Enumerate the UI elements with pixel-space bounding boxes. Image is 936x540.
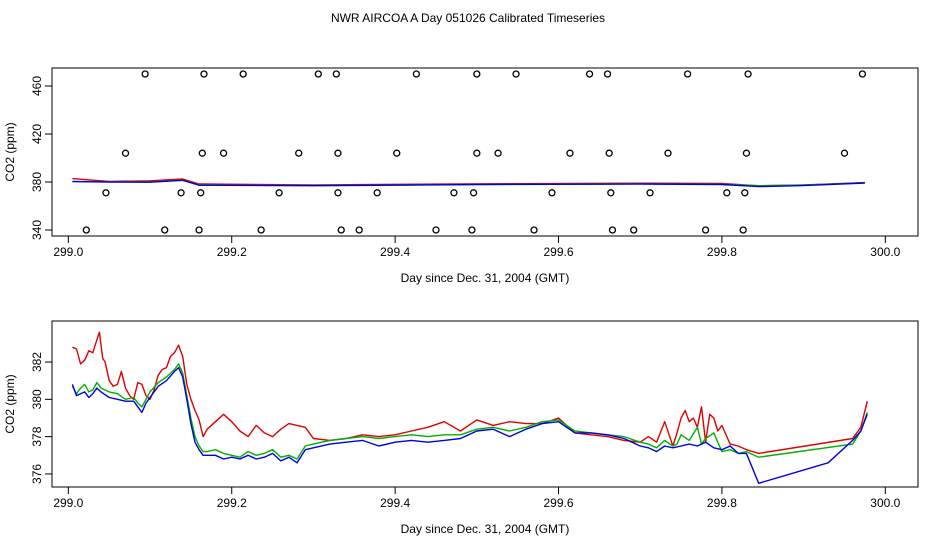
top-y-axis: 340 380 420 460	[30, 76, 52, 240]
chart-title: NWR AIRCOA A Day 051026 Calibrated Times…	[331, 11, 605, 25]
top-marker-point	[161, 226, 169, 234]
top-marker-point	[646, 189, 654, 197]
top-marker-point	[739, 226, 747, 234]
bottom-y-tick-label: 382	[30, 352, 44, 372]
top-marker-point	[566, 149, 574, 157]
top-marker-point	[295, 149, 303, 157]
bottom-y-tick-label: 380	[30, 389, 44, 409]
top-y-axis-label: CO2 (ppm)	[3, 122, 17, 181]
top-marker-point	[469, 189, 478, 197]
top-marker-point	[858, 70, 867, 78]
top-marker-point	[373, 189, 381, 197]
top-marker-point	[332, 70, 340, 78]
top-marker-point	[468, 226, 476, 234]
bottom-y-tick-label: 378	[30, 426, 44, 446]
top-marker-point	[741, 189, 749, 197]
top-marker-point	[82, 226, 90, 234]
bottom-y-tick-label: 376	[30, 464, 44, 484]
top-marker-point	[432, 226, 440, 234]
bottom-plot-frame	[51, 320, 919, 488]
bottom-x-tick-label: 300.0	[870, 496, 900, 510]
top-y-tick-label: 380	[30, 172, 44, 192]
top-marker-point	[393, 149, 401, 157]
top-marker-point	[314, 70, 322, 78]
top-marker-point	[275, 189, 283, 197]
bottom-series-group	[71, 331, 868, 484]
bottom-series-blue	[71, 366, 868, 484]
bottom-panel: 299.0 299.2 299.4 299.6 299.8 300.0 376 378 380…	[3, 320, 919, 536]
top-x-tick-label: 299.0	[53, 245, 83, 259]
top-y-tick-label: 340	[30, 220, 44, 240]
bottom-series-green	[71, 363, 868, 460]
top-x-tick-label: 299.4	[380, 245, 410, 259]
bottom-x-tick-label: 299.6	[544, 496, 574, 510]
top-y-tick-label: 420	[30, 124, 44, 144]
top-marker-point	[630, 226, 638, 234]
top-marker-point	[257, 226, 265, 234]
top-x-axis: 299.0 299.2 299.4 299.6 299.8 300.0	[53, 236, 901, 259]
top-marker-point	[473, 70, 481, 78]
top-marker-point	[840, 149, 849, 157]
top-marker-point	[337, 226, 345, 234]
top-marker-point	[200, 70, 208, 78]
bottom-x-tick-label: 299.0	[53, 496, 83, 510]
top-x-tick-label: 299.8	[707, 245, 737, 259]
top-marker-point	[412, 70, 421, 78]
top-marker-point	[355, 226, 363, 234]
top-marker-point	[608, 226, 617, 234]
top-marker-point	[121, 149, 130, 157]
top-marker-point	[548, 189, 556, 197]
top-marker-point	[512, 70, 520, 78]
top-marker-point	[198, 149, 206, 157]
top-plot-frame	[51, 67, 919, 237]
top-marker-point	[219, 149, 228, 157]
bottom-x-tick-label: 299.4	[380, 496, 410, 510]
top-marker-point	[195, 226, 203, 234]
top-x-tick-label: 299.6	[544, 245, 574, 259]
bottom-x-axis-label: Day since Dec. 31, 2004 (GMT)	[401, 522, 570, 536]
top-panel: 299.0 299.2 299.4 299.6 299.8 300.0 340 380 420…	[3, 67, 919, 285]
top-markers-group	[82, 70, 867, 234]
bottom-x-tick-label: 299.8	[707, 496, 737, 510]
top-marker-point	[607, 189, 615, 197]
top-marker-point	[603, 70, 612, 78]
top-marker-point	[494, 149, 502, 157]
top-marker-point	[334, 189, 342, 197]
top-x-tick-label: 299.2	[217, 245, 247, 259]
top-series-blue	[72, 179, 865, 188]
bottom-x-tick-label: 299.2	[217, 496, 247, 510]
top-series-group	[72, 177, 865, 188]
top-marker-point	[683, 70, 692, 78]
top-marker-point	[723, 189, 731, 197]
top-marker-point	[585, 70, 594, 78]
top-marker-point	[197, 189, 205, 197]
top-marker-point	[102, 189, 110, 197]
top-marker-point	[334, 149, 342, 157]
top-marker-point	[530, 226, 538, 234]
top-marker-point	[605, 149, 613, 157]
top-marker-point	[744, 70, 752, 78]
top-marker-point	[473, 149, 481, 157]
top-marker-point	[701, 226, 710, 234]
top-marker-point	[141, 70, 149, 78]
top-marker-point	[664, 149, 672, 157]
top-marker-point	[742, 149, 751, 157]
top-marker-point	[177, 189, 185, 197]
bottom-y-axis-label: CO2 (ppm)	[3, 374, 17, 433]
top-marker-point	[450, 189, 458, 197]
top-marker-point	[239, 70, 247, 78]
top-x-tick-label: 300.0	[870, 245, 900, 259]
bottom-x-axis: 299.0 299.2 299.4 299.6 299.8 300.0	[53, 487, 901, 510]
bottom-y-axis: 376 378 380 382	[30, 352, 52, 484]
top-x-axis-label: Day since Dec. 31, 2004 (GMT)	[401, 271, 570, 285]
top-y-tick-label: 460	[30, 76, 44, 96]
bottom-series-red	[72, 331, 868, 455]
